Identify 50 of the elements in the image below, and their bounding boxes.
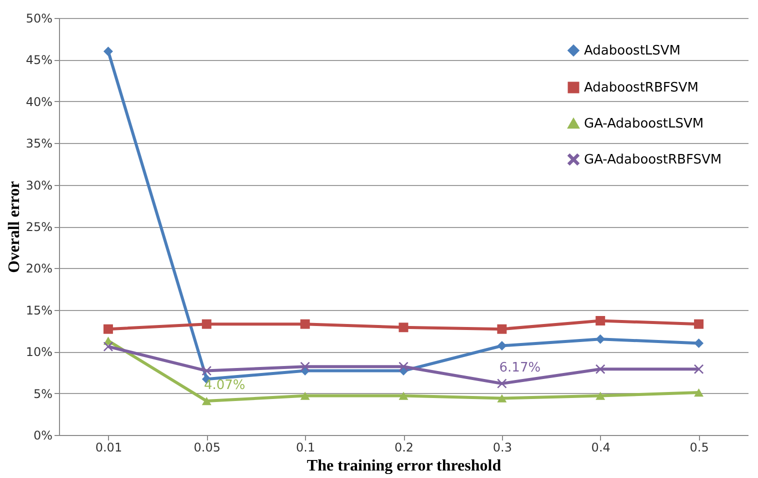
point [398, 392, 408, 400]
annotation: 4.07% [204, 378, 246, 394]
point [497, 341, 507, 351]
point [300, 392, 310, 400]
point [694, 338, 704, 348]
legend-label: AdaboostRBFSVM [584, 80, 698, 96]
point [694, 319, 704, 329]
point [103, 46, 113, 56]
point [694, 388, 704, 397]
y-tick-label: 45% [26, 53, 52, 68]
y-tick-label: 15% [26, 303, 52, 318]
x-tick-label: 0.01 [95, 440, 122, 454]
y-tick-label: 30% [26, 178, 52, 192]
point [596, 364, 606, 374]
y-tick-label: 0% [33, 428, 52, 442]
point [596, 392, 606, 400]
point [694, 364, 704, 374]
x-tick-label: 0.2 [394, 440, 414, 454]
point [103, 342, 113, 352]
x-axis-title: The training error threshold [306, 458, 502, 474]
x-tick-label: 0.4 [591, 440, 610, 454]
point [497, 378, 507, 388]
x-tick-label: 0.1 [296, 440, 316, 454]
point [202, 396, 212, 406]
y-tick-label: 50% [26, 12, 52, 26]
annotation: 6.17% [499, 360, 541, 376]
y-tick-label: 35% [26, 136, 52, 151]
point [103, 324, 113, 334]
x-tick-label: 0.3 [492, 440, 512, 454]
y-tick-label: 5% [33, 386, 52, 401]
y-tick-label: 25% [26, 220, 52, 234]
point [202, 319, 212, 329]
y-tick-label: 20% [26, 262, 52, 276]
point [596, 334, 606, 344]
legend-label: AdaboostLSVM [584, 44, 681, 58]
point [596, 316, 606, 326]
point [497, 324, 507, 334]
point [300, 319, 310, 329]
legend-label: GA-AdaboostLSVM [584, 116, 704, 132]
point [497, 394, 507, 402]
y-tick-label: 10% [26, 345, 52, 360]
y-tick-label: 40% [26, 94, 52, 109]
y-axis-title: Overall error [6, 181, 23, 273]
x-tick-label: 0.5 [690, 440, 709, 454]
legend-label: GA-AdaboostRBFSVM [584, 152, 722, 168]
point [398, 362, 408, 372]
point [398, 322, 408, 332]
point [300, 362, 310, 372]
x-tick-label: 0.05 [194, 440, 220, 454]
point [202, 366, 212, 376]
